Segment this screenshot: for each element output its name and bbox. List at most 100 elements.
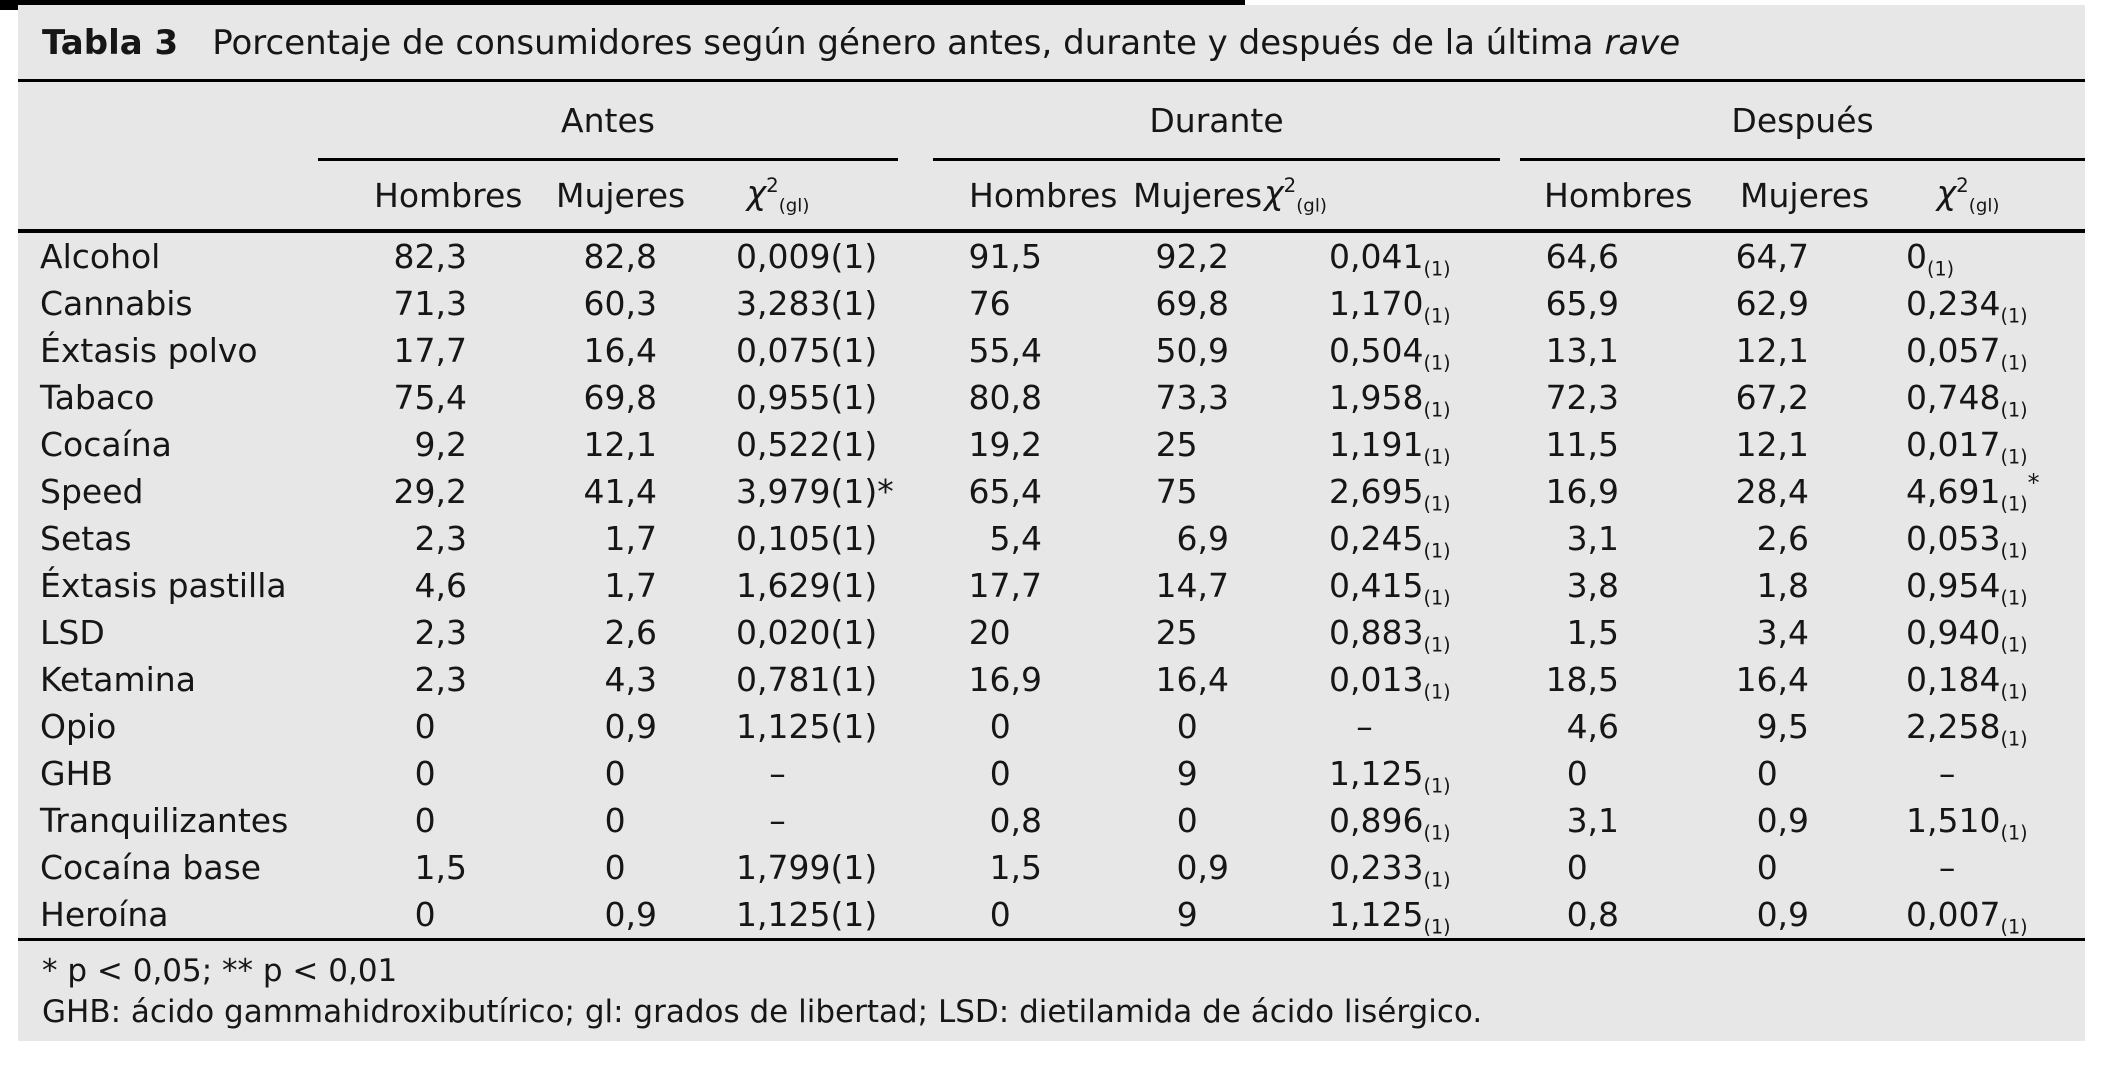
chi-symbol: χ (746, 173, 767, 213)
cell-value: 1,5 (989, 848, 1043, 888)
data-table: Antes Durante Después Hombres Mujeres χ2… (18, 82, 2086, 942)
chi-df-subscript: (1) (1423, 586, 1451, 610)
cell-value: 1,191 (1329, 425, 1424, 465)
drug-name: Opio (18, 703, 318, 750)
cell-durante-mujeres: 50,9 (1043, 327, 1230, 374)
cell-durante-chi: 1,958(1) (1230, 374, 1500, 421)
cell-despues-chi: 0(1) (1810, 231, 2085, 280)
chi-symbol: χ (1936, 173, 1957, 213)
cell-value: 73,3 (1155, 378, 1230, 418)
cell-antes-mujeres: 0 (468, 797, 658, 844)
cell-value: 0,041 (1329, 237, 1424, 277)
cell-durante-chi: 0,883(1) (1230, 609, 1500, 656)
cell-value: 1,510 (1906, 801, 2001, 841)
footnote-significance: * p < 0,05; ** p < 0,01 (42, 953, 398, 990)
cell-despues-chi: 0,940(1) (1810, 609, 2085, 656)
cell-value: 64,6 (1545, 237, 1620, 277)
chi-df-subscript: (1) (2000, 821, 2028, 845)
table-row: Ketamina 2,3 4,3 0,781(1) 16,9 16,4 0,013(1) 18… (18, 656, 2085, 703)
cell-value: 17,7 (968, 566, 1043, 606)
cell-value: 2,6 (1756, 519, 1810, 559)
chi-df-subscript: (1) (2000, 680, 2028, 704)
cell-despues-chi: 2,258(1) (1810, 703, 2085, 750)
chi-df-subscript: (1) (1423, 680, 1451, 704)
cell-value: 0 (1176, 707, 1198, 747)
column-gap (898, 515, 933, 562)
cell-despues-hombres: 16,9 (1520, 468, 1620, 515)
cell-durante-hombres: 76 (933, 280, 1043, 327)
cell-antes-chi: 3,283(1) (658, 280, 898, 327)
chi-df-subscript: (1) (2000, 304, 2028, 328)
cell-despues-hombres: 0,8 (1520, 891, 1621, 942)
chi-df-subscript: (1) (1423, 774, 1451, 798)
table-row: Speed 29,2 41,4 3,979(1)* 65,4 75 2,695(1) 16,9… (18, 468, 2085, 515)
cell-despues-chi: 1,510(1) (1810, 797, 2085, 844)
cell-value: 0,781(1) (736, 660, 878, 700)
cell-despues-mujeres: 67,2 (1620, 374, 1810, 421)
cell-value: 0 (989, 707, 1011, 747)
chi-df-subscript: (1) (1423, 915, 1451, 939)
cell-value: 82,8 (583, 237, 657, 277)
cell-value: 0,053 (1906, 519, 2001, 559)
cell-value: 3,4 (1756, 613, 1810, 653)
chi-df-subscript: (1) (1927, 257, 1955, 281)
cell-value: 0,9 (1756, 895, 1810, 935)
header-despues-chi: χ2(gl) (1810, 159, 2086, 234)
drug-name: Tabaco (18, 374, 318, 421)
cell-value: 1,5 (1566, 613, 1620, 653)
column-gap (898, 82, 934, 234)
corner-cell (18, 82, 318, 234)
cell-despues-hombres: 3,8 (1520, 562, 1620, 609)
table-row: GHB 0 0 – 0 9 1,125(1) 0 0 – (18, 750, 2085, 797)
cell-value: 0,504 (1329, 331, 1424, 371)
chi-df-subscript: (1) (1423, 257, 1451, 281)
cell-value: 0,057 (1906, 331, 2001, 371)
drug-name: Speed (18, 468, 318, 515)
cell-despues-hombres: 11,5 (1520, 421, 1620, 468)
cell-despues-hombres: 72,3 (1520, 374, 1620, 421)
cell-value: 75,4 (393, 378, 467, 418)
drug-name: Setas (18, 515, 318, 562)
cell-value: – (769, 754, 786, 794)
cell-antes-hombres: 2,3 (318, 609, 468, 656)
column-gap (1500, 82, 1521, 234)
cell-value: – (1356, 707, 1373, 747)
group-header-despues: Después (1520, 82, 2086, 162)
group-header-antes: Antes (318, 82, 899, 162)
cell-value: 12,1 (583, 425, 657, 465)
chi-df-label: (gl) (1968, 195, 2000, 217)
cell-value: 0 (414, 754, 436, 794)
cell-value: – (1938, 848, 1956, 888)
cell-value: 0 (414, 801, 436, 841)
cell-durante-chi: – (1230, 703, 1500, 750)
chi-exponent: 2 (1283, 174, 1297, 198)
cell-antes-mujeres: 2,6 (468, 609, 658, 656)
cell-value: 0,883 (1329, 613, 1424, 653)
cell-value: 3,1 (1566, 519, 1620, 559)
chi-exponent: 2 (766, 174, 779, 198)
cell-value: 82,3 (393, 237, 467, 277)
cell-despues-hombres: 64,6 (1520, 231, 1620, 280)
table-row: Éxtasis polvo 17,7 16,4 0,075(1) 55,4 50,9 0,5… (18, 327, 2085, 374)
cell-value: 29,2 (393, 472, 467, 512)
cell-despues-chi: 0,017(1) (1810, 421, 2085, 468)
drug-name: Alcohol (18, 231, 318, 280)
cell-value: 0,415 (1329, 566, 1424, 606)
cell-value: 1,125(1) (736, 895, 878, 935)
footnote-abbreviations: GHB: ácido gammahidroxibutírico; gl: gra… (42, 994, 1483, 1031)
column-gap (898, 844, 933, 891)
cell-durante-hombres: 0 (933, 750, 1043, 797)
cell-value: 1,5 (414, 848, 467, 888)
cell-durante-mujeres: 75 (1043, 468, 1230, 515)
drug-name: Cannabis (18, 280, 318, 327)
column-gap (1500, 656, 1520, 703)
cell-value: 4,6 (414, 566, 467, 606)
cell-value: 1,125(1) (736, 707, 878, 747)
column-gap (1500, 703, 1520, 750)
column-gap (898, 327, 933, 374)
cell-durante-hombres: 0,8 (933, 797, 1043, 844)
cell-durante-hombres: 0 (933, 703, 1043, 750)
cell-despues-mujeres: 0 (1620, 844, 1810, 891)
cell-antes-mujeres: 60,3 (468, 280, 658, 327)
cell-despues-hombres: 13,1 (1520, 327, 1620, 374)
